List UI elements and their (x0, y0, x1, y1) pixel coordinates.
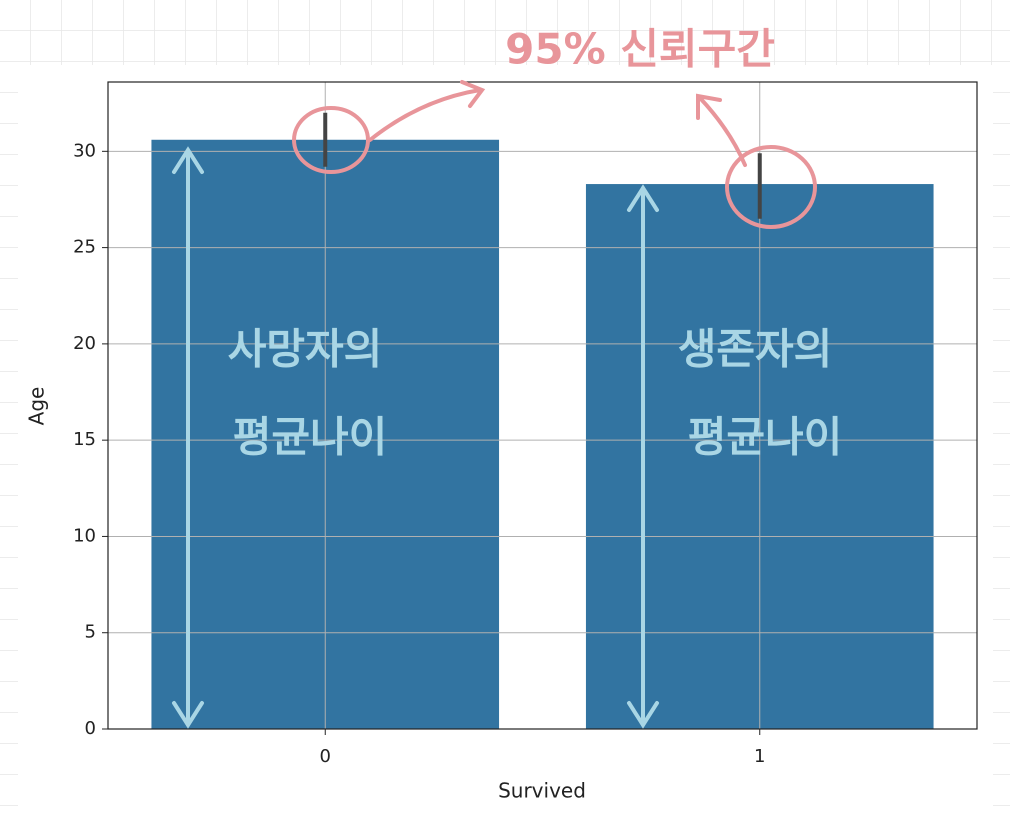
plot-frame (107, 81, 978, 730)
annotation-arrow (172, 146, 204, 729)
y-tick-label: 30 (73, 140, 96, 161)
annotation-arrow (696, 93, 747, 167)
annotation-text: 평균나이 (688, 413, 843, 462)
y-tick-label: 5 (85, 622, 96, 643)
y-tick-label: 20 (73, 333, 96, 354)
annotation-circle (725, 145, 817, 229)
annotation-arrow (368, 80, 486, 142)
x-tick-label: 1 (754, 746, 765, 767)
x-axis-label: Survived (498, 779, 586, 803)
x-tick-label: 0 (320, 746, 331, 767)
annotation-text: 생존자의 (678, 325, 833, 374)
y-tick-label: 25 (73, 237, 96, 258)
annotation-text: 95% 신뢰구간 (505, 25, 775, 74)
annotation-text: 사망자의 (228, 325, 383, 374)
y-tick-label: 15 (73, 429, 96, 450)
y-axis-label: Age (25, 387, 49, 426)
annotation-text: 평균나이 (233, 413, 388, 462)
y-tick-label: 10 (73, 525, 96, 546)
y-tick-label: 0 (85, 718, 96, 739)
annotation-arrow (627, 184, 659, 729)
